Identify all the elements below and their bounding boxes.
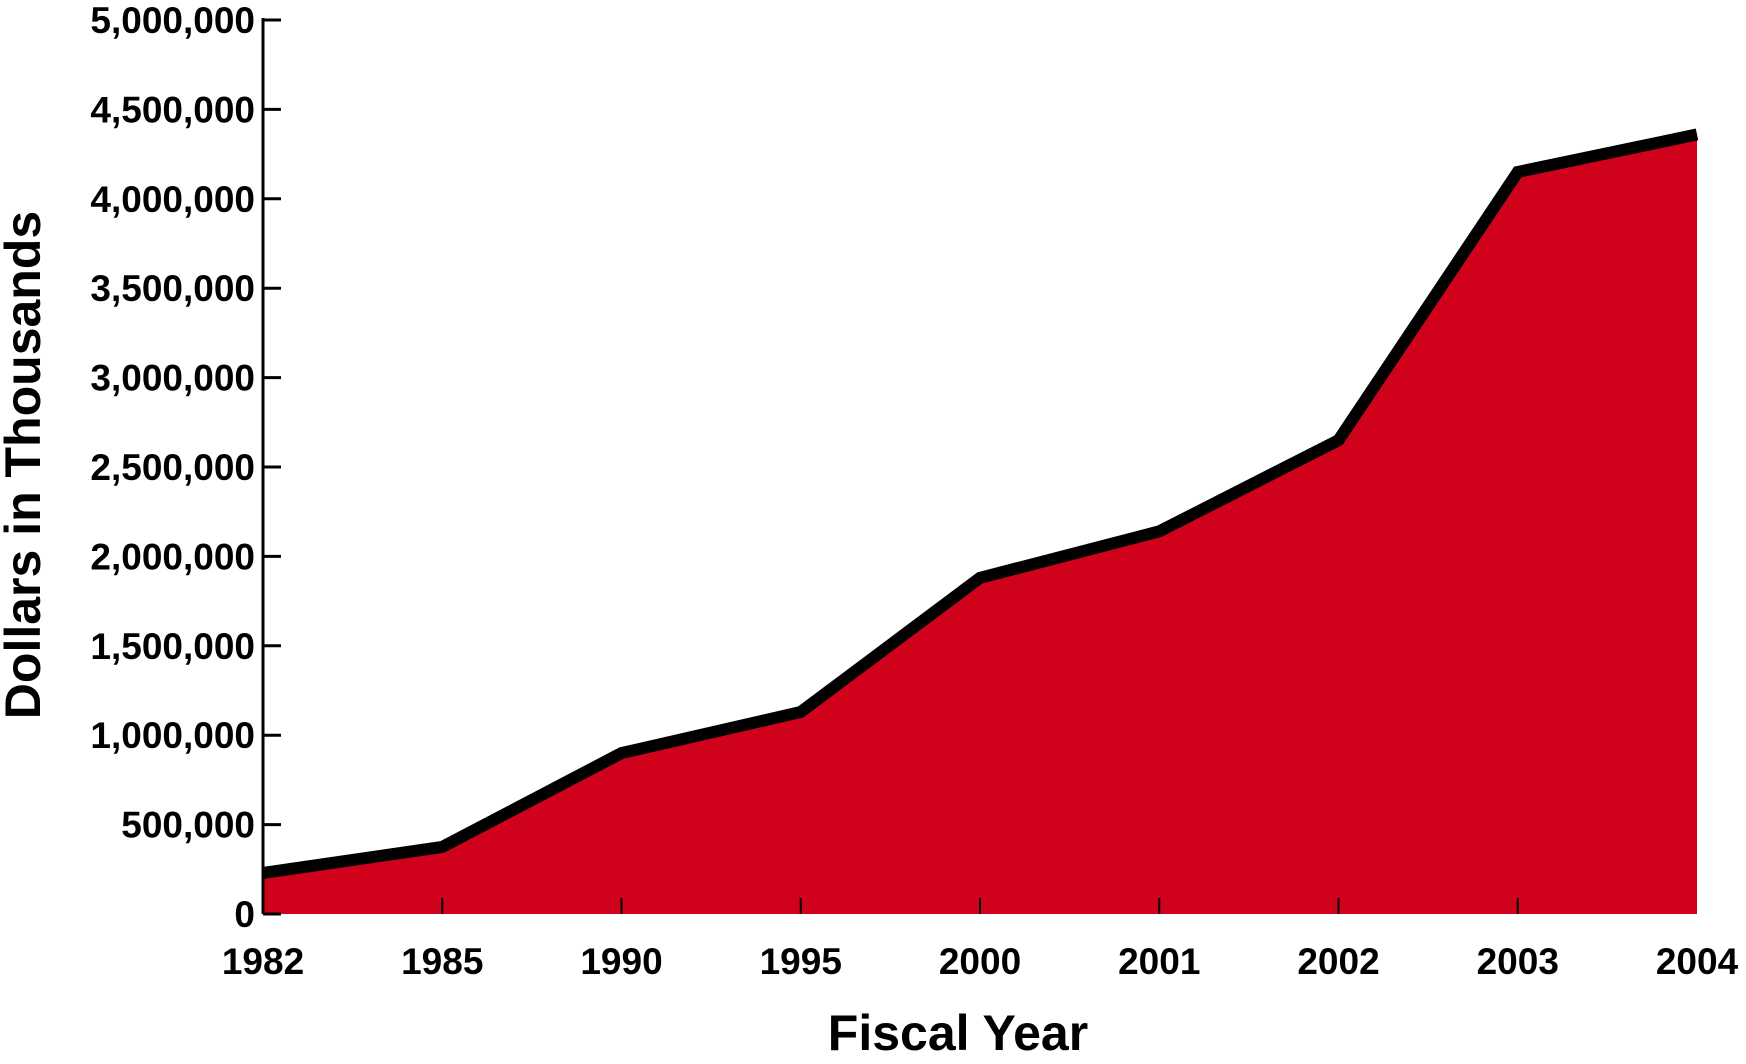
y-tick-label: 2,000,000 [90, 536, 255, 577]
x-tick-label: 2002 [1297, 941, 1379, 982]
axis-layer [261, 18, 1519, 916]
x-tick-label: 1985 [401, 941, 483, 982]
x-tick-label: 2004 [1656, 941, 1739, 982]
y-tick-label: 5,000,000 [90, 0, 255, 41]
y-tick-label: 1,000,000 [90, 715, 255, 756]
x-tick-label: 1995 [760, 941, 842, 982]
area-layer [262, 128, 1699, 914]
y-tick-label: 1,500,000 [90, 626, 255, 667]
x-tick-label: 1990 [580, 941, 662, 982]
series-area [263, 134, 1697, 914]
y-tick-label: 2,500,000 [90, 447, 255, 488]
x-tick-label: 2001 [1118, 941, 1200, 982]
x-tick-label: 2000 [939, 941, 1021, 982]
y-tick-label: 500,000 [121, 805, 255, 846]
y-tick-label: 3,000,000 [90, 358, 255, 399]
y-axis-title: Dollars in Thousands [0, 211, 51, 719]
y-tick-label: 4,500,000 [90, 89, 255, 130]
series-line [262, 128, 1699, 879]
x-tick-label: 1982 [222, 941, 304, 982]
y-tick-label: 3,500,000 [90, 268, 255, 309]
x-axis-title: Fiscal Year [828, 1005, 1088, 1059]
y-tick-label: 0 [234, 894, 255, 935]
x-tick-label: 2003 [1477, 941, 1559, 982]
y-tick-label: 4,000,000 [90, 179, 255, 220]
